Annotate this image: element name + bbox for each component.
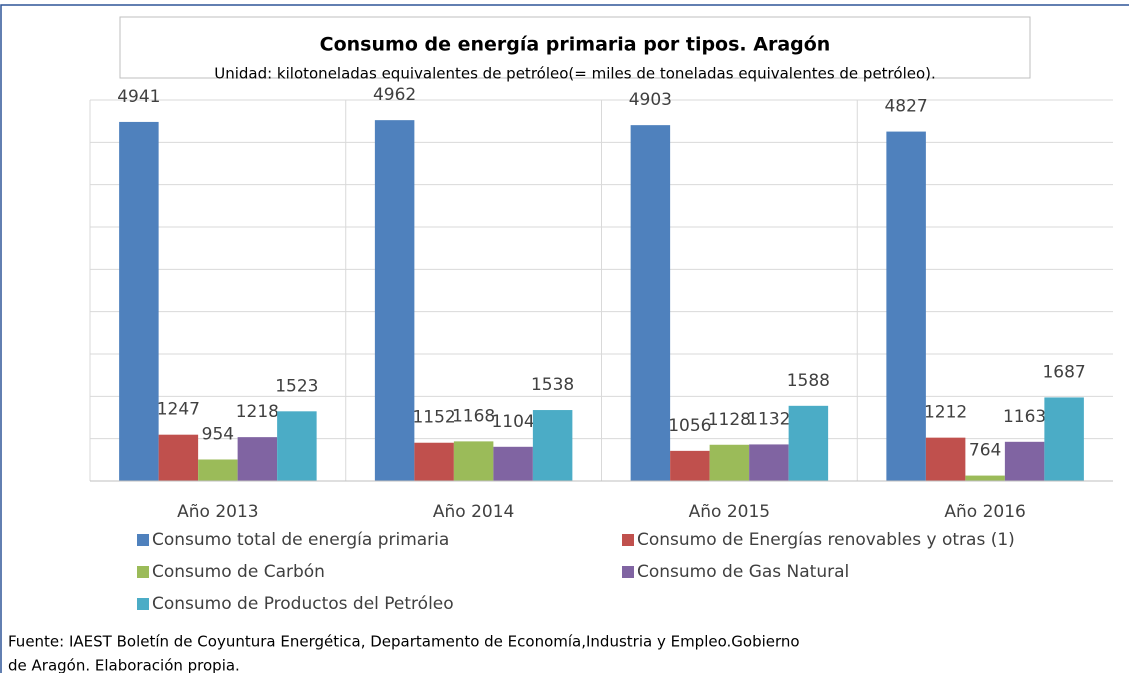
bar xyxy=(670,450,710,481)
bar xyxy=(119,121,159,482)
x-tick-label: Año 2015 xyxy=(689,502,770,522)
data-label: 4903 xyxy=(629,90,672,110)
bar xyxy=(374,120,415,481)
x-tick-label: Año 2016 xyxy=(944,502,1025,522)
data-label: 1056 xyxy=(668,416,711,436)
data-label: 1218 xyxy=(236,402,279,422)
bar xyxy=(493,446,533,481)
bar xyxy=(453,441,494,481)
frame xyxy=(0,4,1129,673)
x-tick-label: Año 2014 xyxy=(433,502,514,522)
bar xyxy=(886,131,926,481)
data-label: 764 xyxy=(969,441,1001,461)
data-label: 1212 xyxy=(924,403,967,423)
chart-title: Consumo de energía primaria por tipos. A… xyxy=(320,34,831,56)
data-label: 4941 xyxy=(117,87,160,107)
bar xyxy=(630,125,671,481)
bar xyxy=(925,437,966,481)
x-tick-label: Año 2013 xyxy=(177,502,258,522)
legend-label: Consumo de Carbón xyxy=(152,562,325,582)
legend-swatch xyxy=(622,534,634,546)
data-label: 1104 xyxy=(491,412,534,432)
source-line: Fuente: IAEST Boletín de Coyuntura Energ… xyxy=(8,633,800,651)
data-label: 4827 xyxy=(884,97,927,117)
data-label: 1132 xyxy=(747,409,790,429)
legend-swatch xyxy=(137,566,149,578)
data-label: 1538 xyxy=(531,375,574,395)
data-label: 1523 xyxy=(275,376,318,396)
bar xyxy=(532,410,573,481)
legend-label: Consumo de Productos del Petróleo xyxy=(152,594,454,614)
data-label: 1128 xyxy=(708,410,751,430)
bar xyxy=(158,434,199,481)
legend-swatch xyxy=(137,598,149,610)
bar xyxy=(749,444,789,481)
legend-label: Consumo de Gas Natural xyxy=(637,562,849,582)
chart-subtitle: Unidad: kilotoneladas equivalentes de pe… xyxy=(214,65,936,83)
data-label: 1168 xyxy=(452,406,495,426)
legend-swatch xyxy=(137,534,149,546)
bar xyxy=(1004,441,1045,481)
bar xyxy=(788,405,829,481)
data-label: 1152 xyxy=(412,408,455,428)
bar xyxy=(709,444,750,481)
bar xyxy=(414,442,454,481)
data-label: 4962 xyxy=(373,85,416,105)
title-box xyxy=(119,16,1031,79)
data-label: 1163 xyxy=(1003,407,1046,427)
bar xyxy=(237,437,278,481)
legend-label: Consumo de Energías renovables y otras (… xyxy=(637,530,1015,550)
bar xyxy=(198,459,238,481)
bar xyxy=(965,475,1005,481)
data-label: 1588 xyxy=(787,371,830,391)
legend-label: Consumo total de energía primaria xyxy=(152,530,449,550)
data-label: 954 xyxy=(202,424,234,444)
data-label: 1247 xyxy=(157,400,200,420)
bar xyxy=(277,411,317,481)
data-label: 1687 xyxy=(1042,362,1085,382)
legend-swatch xyxy=(622,566,634,578)
bar xyxy=(1044,397,1084,481)
source-line: de Aragón. Elaboración propia. xyxy=(8,657,240,673)
